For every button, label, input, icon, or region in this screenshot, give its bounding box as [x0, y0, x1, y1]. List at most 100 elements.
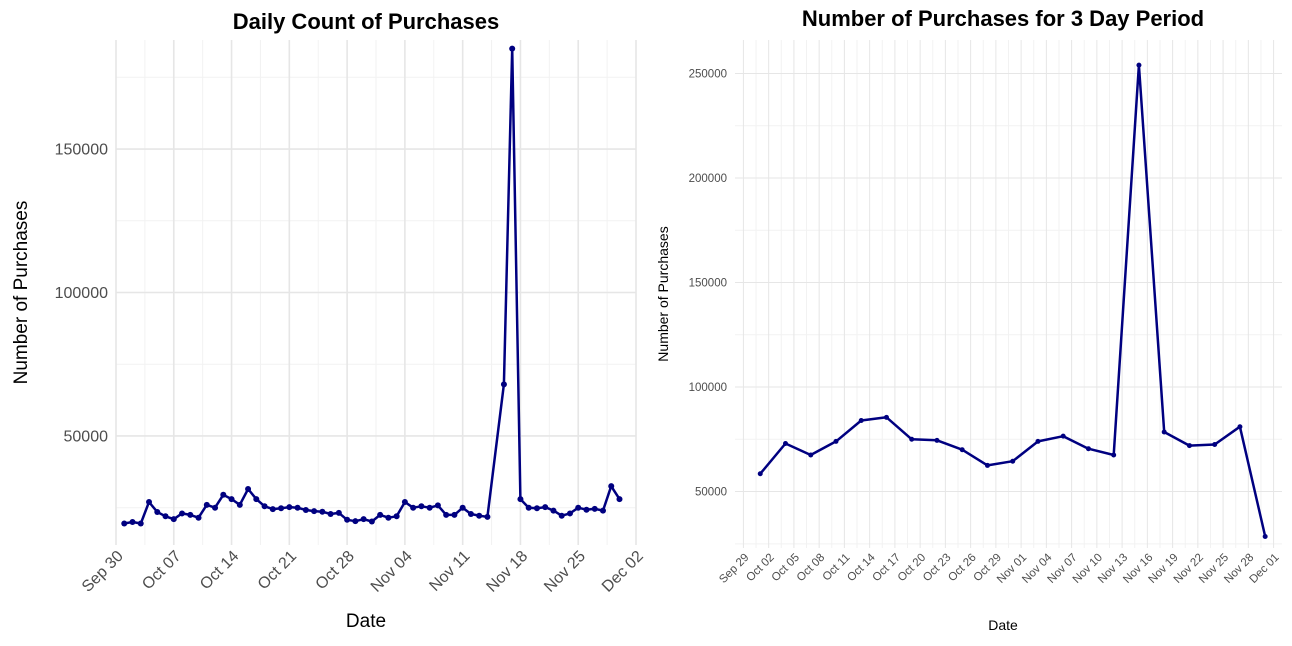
x-tick-label: Oct 08: [795, 552, 827, 584]
data-point: [162, 513, 169, 520]
data-point: [1186, 443, 1192, 449]
data-point: [1010, 458, 1016, 464]
x-tick-label: Nov 04: [368, 548, 416, 596]
data-point: [121, 520, 128, 527]
x-tick-label: Oct 28: [313, 548, 358, 593]
y-tick-label: 50000: [695, 487, 727, 499]
data-point: [566, 510, 573, 517]
data-point: [212, 504, 219, 511]
data-point: [525, 504, 532, 511]
data-point: [129, 519, 136, 526]
y-tick-label: 200000: [689, 173, 727, 185]
data-point: [1161, 429, 1167, 435]
data-point: [533, 505, 540, 512]
data-point: [311, 508, 318, 515]
data-point: [327, 511, 334, 518]
data-point: [1060, 433, 1066, 439]
data-point: [443, 511, 450, 518]
data-point: [1035, 438, 1041, 444]
data-point: [517, 496, 524, 503]
data-point: [808, 452, 814, 458]
data-point: [228, 496, 235, 503]
data-point: [883, 414, 889, 420]
x-tick-label: Nov 18: [483, 548, 531, 596]
data-point: [500, 381, 507, 388]
x-tick-label: Sep 30: [79, 548, 127, 596]
data-point: [154, 509, 161, 516]
data-point: [616, 496, 623, 503]
data-point: [137, 520, 144, 527]
data-point: [385, 514, 392, 521]
x-tick-label: Nov 25: [541, 548, 589, 596]
data-point: [542, 504, 549, 511]
data-point: [294, 504, 301, 511]
x-tick-label: Nov 11: [426, 548, 473, 595]
data-point: [236, 501, 243, 508]
x-tick-label: Oct 14: [197, 548, 242, 593]
data-point: [909, 436, 915, 442]
x-tick-label: Oct 07: [139, 548, 184, 593]
data-point: [187, 511, 194, 518]
data-point: [550, 507, 557, 514]
data-point: [575, 504, 582, 511]
data-point: [434, 502, 441, 509]
x-axis-title: Date: [346, 611, 386, 632]
data-point: [220, 491, 227, 498]
data-point: [344, 516, 351, 523]
data-point: [558, 512, 565, 519]
data-point: [1262, 534, 1268, 540]
data-point: [203, 501, 210, 508]
y-tick-label: 150000: [55, 142, 108, 159]
data-point: [608, 483, 615, 490]
data-point: [959, 447, 965, 453]
data-point: [352, 518, 359, 525]
y-axis-title: Number of Purchases: [11, 201, 32, 385]
data-point: [459, 504, 466, 511]
data-point: [1237, 424, 1243, 430]
data-point: [278, 505, 285, 512]
data-point: [393, 513, 400, 520]
data-point: [269, 506, 276, 513]
data-point: [451, 511, 458, 518]
data-point: [195, 514, 202, 521]
data-point: [170, 516, 177, 523]
data-point: [858, 417, 864, 423]
series-line: [124, 47, 621, 525]
y-tick-label: 100000: [55, 285, 108, 302]
data-point: [984, 462, 990, 468]
data-point: [426, 504, 433, 511]
y-tick-label: 250000: [689, 68, 727, 80]
y-tick-label: 100000: [689, 382, 727, 394]
data-point: [833, 438, 839, 444]
x-tick-label: Dec 02: [599, 548, 647, 596]
y-tick-label: 50000: [64, 429, 109, 446]
data-point: [583, 506, 590, 513]
data-point: [368, 518, 375, 525]
x-tick-label: Oct 21: [255, 548, 300, 593]
y-tick-label: 150000: [689, 278, 727, 290]
data-point: [1085, 446, 1091, 452]
data-point: [377, 511, 384, 518]
data-point: [1212, 442, 1218, 448]
data-point: [934, 437, 940, 443]
data-point: [319, 508, 326, 515]
chart-title: Number of Purchases for 3 Day Period: [802, 6, 1204, 31]
data-point: [599, 507, 606, 514]
y-axis-title: Number of Purchases: [655, 226, 671, 361]
data-point: [286, 504, 293, 511]
x-tick-label: Sep 29: [717, 552, 751, 586]
data-point: [245, 486, 252, 493]
data-point: [476, 512, 483, 519]
data-point: [335, 509, 342, 516]
data-point: [360, 516, 367, 523]
data-point: [1136, 62, 1142, 68]
data-point: [1111, 452, 1117, 458]
data-point: [591, 505, 598, 512]
data-point: [146, 498, 153, 505]
data-point: [410, 504, 417, 511]
data-point: [509, 45, 516, 52]
series-line: [759, 63, 1267, 537]
data-point: [401, 498, 408, 505]
